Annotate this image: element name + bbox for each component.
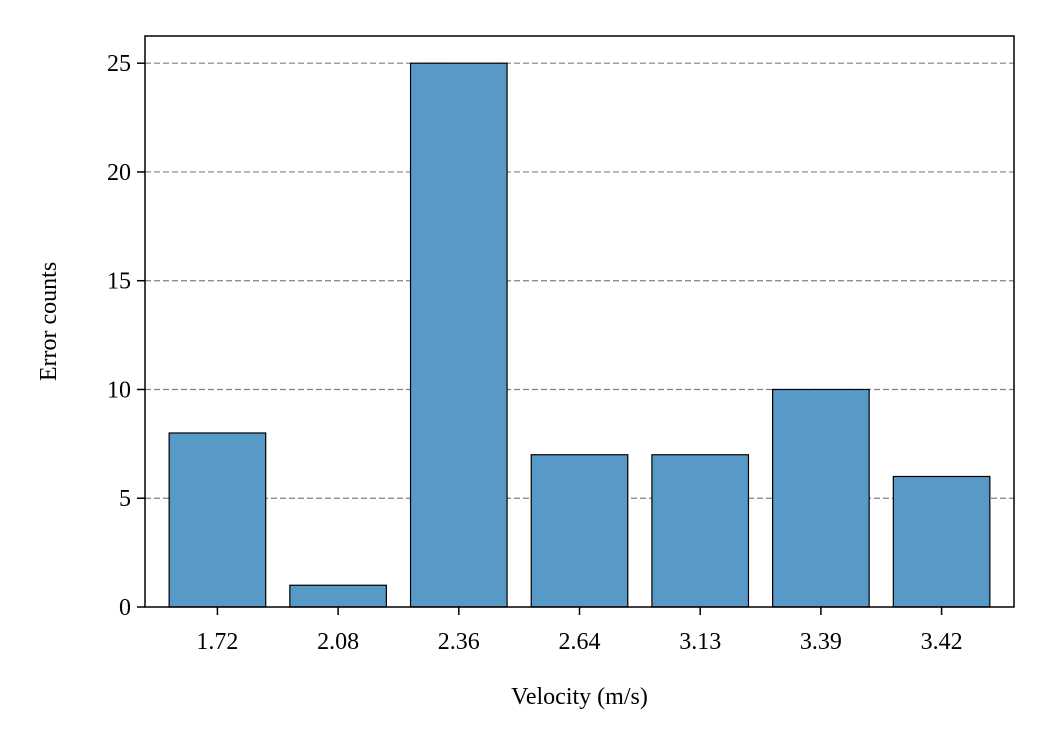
x-tick-label-2.36: 2.36 xyxy=(438,629,480,655)
x-tick-label-3.13: 3.13 xyxy=(679,629,721,655)
y-tick-label-5: 5 xyxy=(119,486,131,512)
x-tick-label-1.72: 1.72 xyxy=(196,629,238,655)
y-axis-ticks: 0 5 10 15 20 25 xyxy=(107,51,145,621)
x-tick-label-2.08: 2.08 xyxy=(317,629,359,655)
bar-3.13 xyxy=(651,454,750,608)
bar-2.08 xyxy=(289,584,387,608)
bar-3.39 xyxy=(772,388,870,608)
y-axis-label: Error counts xyxy=(36,262,62,381)
y-tick-label-15: 15 xyxy=(107,269,131,295)
bar-2.64 xyxy=(530,454,629,608)
x-axis-label: Velocity (m/s) xyxy=(511,684,648,710)
x-tick-label-3.39: 3.39 xyxy=(800,629,842,655)
bar-3.42 xyxy=(892,475,991,608)
y-tick-label-20: 20 xyxy=(107,160,131,186)
y-tick-label-0: 0 xyxy=(119,595,131,621)
bars xyxy=(168,62,991,608)
y-tick-label-25: 25 xyxy=(107,51,131,77)
y-tick-label-10: 10 xyxy=(107,377,131,403)
x-axis-ticks: 1.72 2.08 2.36 2.64 3.13 3.39 3.42 xyxy=(196,607,963,655)
x-tick-label-3.42: 3.42 xyxy=(921,629,963,655)
bar-2.36 xyxy=(409,62,508,608)
x-tick-label-2.64: 2.64 xyxy=(559,629,601,655)
grid-lines xyxy=(145,62,1014,499)
bar-1.72 xyxy=(168,432,267,608)
